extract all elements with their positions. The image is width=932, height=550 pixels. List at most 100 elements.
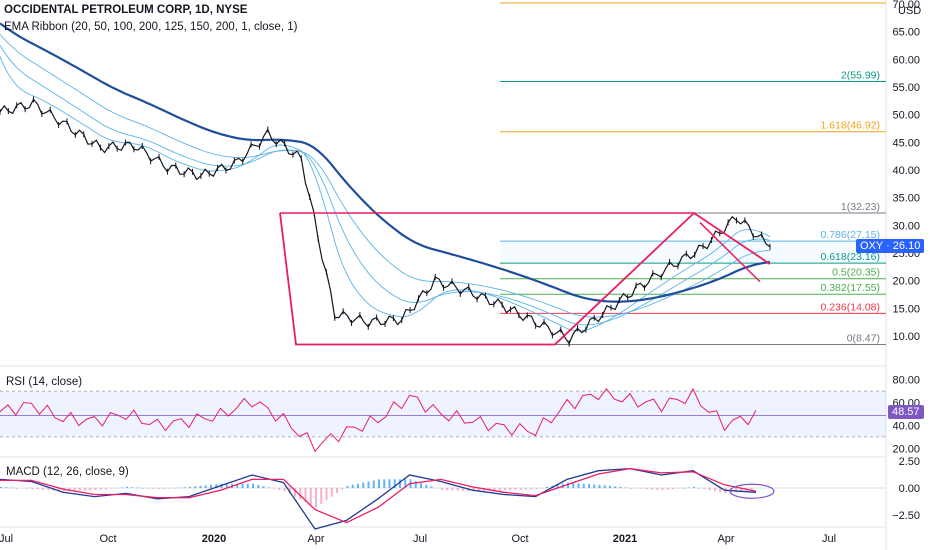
macd-histogram-bar <box>0 486 2 488</box>
price-badge: OXY · 26.10 <box>856 239 925 253</box>
macd-histogram-bar <box>645 488 648 490</box>
macd-histogram-bar <box>399 479 401 488</box>
macd-histogram-bar <box>598 484 601 488</box>
macd-histogram-bar <box>367 481 370 488</box>
time-label: Jul <box>822 533 836 545</box>
macd-histogram-bar <box>687 487 690 488</box>
macd-histogram-bar <box>362 482 365 488</box>
macd-histogram-bar <box>273 488 275 489</box>
macd-histogram-bar <box>267 487 270 488</box>
macd-histogram-bar <box>404 479 407 488</box>
macd-histogram-bar <box>105 488 107 490</box>
macd-histogram-bar <box>456 488 459 491</box>
macd-histogram-bar <box>57 488 60 491</box>
macd-histogram-bar <box>703 488 706 490</box>
macd-histogram-bar <box>336 488 338 494</box>
macd-histogram-bar <box>435 488 438 489</box>
macd-histogram-bar <box>262 486 265 488</box>
time-label: Jul <box>413 533 427 545</box>
macd-histogram-bar <box>614 486 617 488</box>
pattern-drawings <box>279 211 771 346</box>
fib-label: 0.786(27.15) <box>820 229 880 241</box>
macd-histogram-bar <box>299 488 302 500</box>
macd-histogram-bar <box>556 484 559 488</box>
pattern-outline <box>279 211 771 346</box>
macd-histogram-bar <box>393 479 396 488</box>
macd-histogram-bar <box>210 484 212 488</box>
macd-histogram-bar <box>630 488 632 489</box>
macd-histogram-bar <box>635 488 638 489</box>
fib-label: 0.382(17.55) <box>820 282 880 294</box>
macd-histogram-bar <box>714 488 716 492</box>
rsi-band <box>0 391 886 437</box>
macd-histogram-bar <box>719 488 722 493</box>
price-tick-label: 60.00 <box>892 54 920 66</box>
macd-histogram-bar <box>252 483 254 488</box>
signal-line <box>0 467 757 524</box>
macd-histogram-bar <box>157 488 160 490</box>
fib-label: 2(55.99) <box>841 70 880 82</box>
macd-tick-label: 0.00 <box>899 483 920 495</box>
macd-histogram-bar <box>78 488 81 491</box>
ema-line <box>0 45 771 326</box>
macd-histogram-bar <box>120 487 123 488</box>
macd-histogram-bar <box>189 486 191 488</box>
macd-histogram-bar <box>89 488 92 491</box>
macd-histogram-bar <box>577 483 580 488</box>
macd-histogram-bar <box>99 488 102 490</box>
macd-title: MACD (12, 26, close, 9) <box>6 466 129 478</box>
macd-histogram-bar <box>735 488 737 492</box>
pattern-wedge-lower <box>699 222 761 283</box>
macd-histogram-bar <box>567 482 569 488</box>
price-tick-label: 45.00 <box>892 137 920 149</box>
fib-label: 1(32.23) <box>841 201 880 213</box>
price-tick-label: 35.00 <box>892 193 920 205</box>
rsi-tick-label: 20.00 <box>892 443 920 455</box>
macd-histogram-bar <box>462 488 464 491</box>
macd-histogram-bar <box>294 488 296 497</box>
macd-histogram-bar <box>168 488 170 489</box>
macd-histogram-bar <box>588 484 590 488</box>
macd-histogram-bar <box>357 483 359 488</box>
price-axis-ticks: 70.00 65.00 60.00 55.00 50.00 45.00 40.00 35.00… <box>892 0 920 343</box>
time-label: Jul <box>0 533 13 545</box>
macd-histogram-bar <box>215 484 218 488</box>
price-tick-label: 55.00 <box>892 82 920 94</box>
macd-histogram-bar <box>115 488 118 489</box>
macd-histogram-bar <box>325 488 328 501</box>
macd-histogram-bar <box>372 480 375 488</box>
macd-histogram-bar <box>624 487 627 488</box>
macd-histogram-bar <box>661 488 664 491</box>
macd-histogram-bar <box>504 488 506 491</box>
macd-histogram-bar <box>194 486 197 488</box>
macd-histogram-bar <box>47 488 50 491</box>
macd-histogram-bar <box>178 487 181 489</box>
macd-histogram-bar <box>36 488 39 490</box>
macd-histogram-bar <box>603 485 606 488</box>
symbol-title: OCCIDENTAL PETROLEUM CORP, 1D, NYSE <box>4 4 248 16</box>
macd-histogram-bar <box>84 488 86 491</box>
time-label: Apr <box>307 533 324 545</box>
time-label: 2021 <box>613 533 637 545</box>
macd-histogram-bar <box>42 488 44 490</box>
macd-histogram-bar <box>136 487 139 489</box>
macd-histogram-bar <box>519 488 522 490</box>
time-label: 2020 <box>202 533 226 545</box>
macd-histogram-bar <box>546 486 548 488</box>
fib-label: 0.5(20.35) <box>832 267 880 279</box>
macd-histogram-bar <box>320 488 323 504</box>
price-tick-label: 10.00 <box>892 331 920 343</box>
macd-histogram-bar <box>131 487 134 488</box>
price-tick-label: 30.00 <box>892 220 920 232</box>
macd-histogram-bar <box>257 484 260 488</box>
fib-label: 0.236(14.08) <box>820 301 880 313</box>
macd-histogram-bar <box>430 486 433 488</box>
macd-histogram-bar <box>414 481 417 488</box>
macd-histogram-bar <box>441 488 443 491</box>
macd-histogram-bar <box>283 488 286 492</box>
macd-histogram-bar <box>651 488 653 490</box>
macd-tick-label: −2.50 <box>892 510 920 522</box>
macd-histogram-bar <box>21 488 23 489</box>
